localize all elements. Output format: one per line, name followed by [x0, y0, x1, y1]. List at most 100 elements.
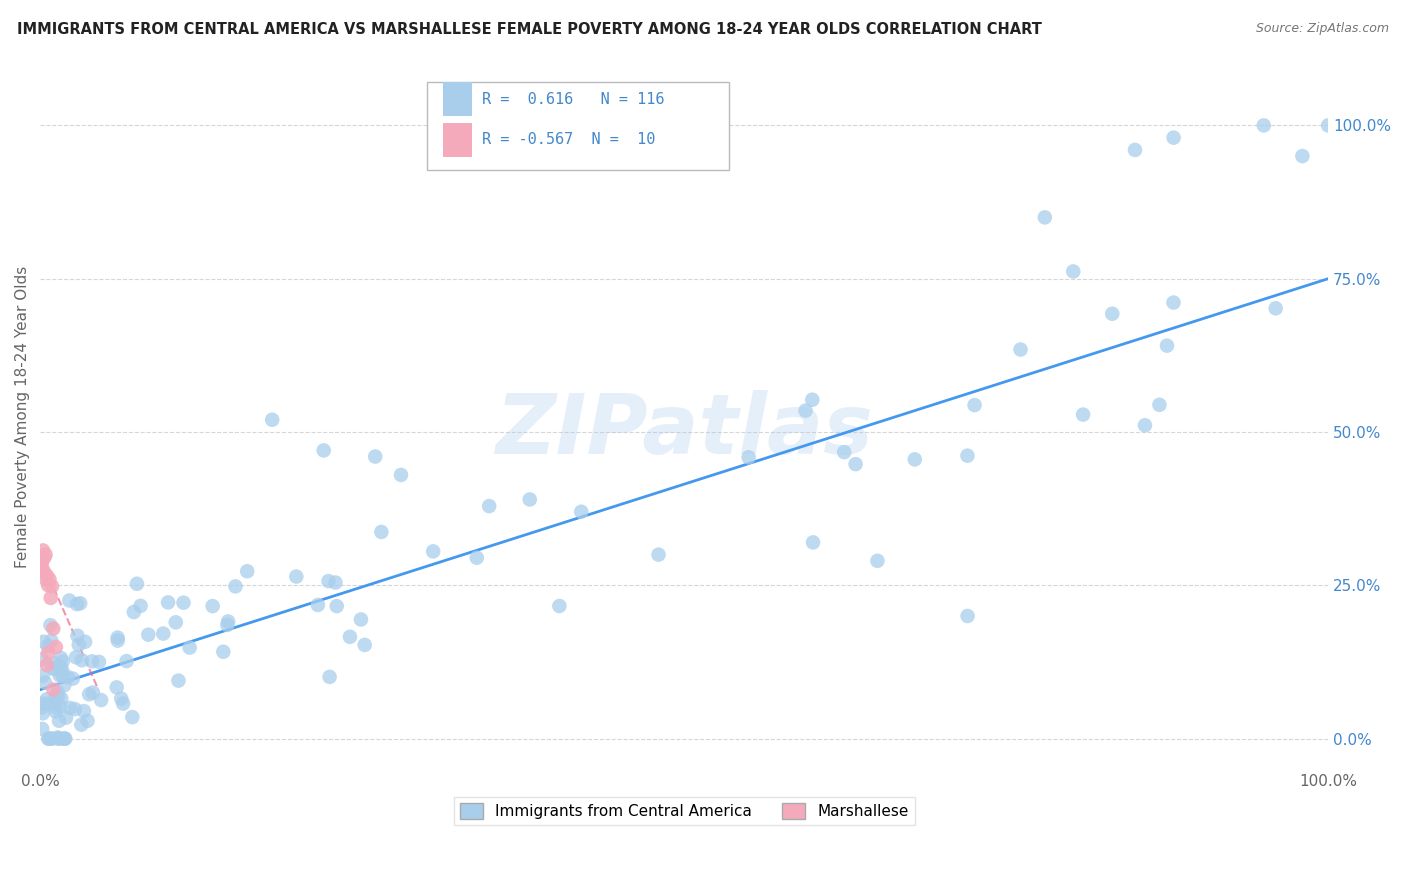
Point: [353, 638, 375, 652]
Point: [38, 697, 60, 711]
Point: [165, 615, 187, 630]
Point: [389, 467, 412, 482]
Point: [1071, 408, 1094, 422]
Point: [76, 714, 98, 728]
Point: [1264, 301, 1286, 316]
Point: [173, 596, 195, 610]
Point: [801, 392, 824, 407]
Point: [52, 669, 75, 683]
Point: [217, 615, 239, 629]
Point: [32, 543, 55, 558]
Point: [125, 576, 148, 591]
Point: [65, 650, 87, 665]
Text: R = -0.567  N =  10: R = -0.567 N = 10: [482, 132, 655, 147]
Point: [70, 653, 93, 667]
Point: [32, 550, 55, 565]
Point: [34, 675, 56, 690]
Point: [31, 700, 53, 714]
Point: [38, 731, 60, 746]
Point: [364, 450, 387, 464]
Point: [49, 660, 72, 674]
Point: [53, 731, 76, 746]
Point: [832, 445, 855, 459]
Point: [44, 700, 66, 714]
Point: [67, 638, 90, 652]
Point: [73, 704, 96, 718]
Point: [35, 568, 58, 582]
Point: [107, 633, 129, 648]
Point: [1163, 295, 1185, 310]
Point: [1133, 418, 1156, 433]
FancyBboxPatch shape: [443, 82, 472, 116]
Point: [90, 693, 112, 707]
Point: [75, 634, 97, 648]
Point: [262, 413, 284, 427]
Point: [1010, 343, 1032, 357]
Point: [46, 689, 69, 703]
Point: [112, 697, 135, 711]
Point: [422, 544, 444, 558]
Y-axis label: Female Poverty Among 18-24 Year Olds: Female Poverty Among 18-24 Year Olds: [15, 266, 30, 568]
Point: [69, 596, 91, 610]
Point: [38, 572, 60, 586]
Point: [1123, 143, 1146, 157]
Point: [32, 634, 55, 648]
Point: [46, 731, 69, 745]
Point: [42, 682, 65, 697]
Point: [136, 628, 159, 642]
Point: [107, 631, 129, 645]
Point: [956, 609, 979, 624]
Point: [569, 505, 592, 519]
Point: [62, 672, 84, 686]
Point: [121, 710, 143, 724]
Point: [285, 569, 308, 583]
Point: [1156, 338, 1178, 352]
Point: [157, 595, 180, 609]
Point: [87, 655, 110, 669]
Point: [48, 714, 70, 728]
Point: [82, 654, 104, 668]
Point: [41, 633, 63, 648]
Point: [32, 697, 55, 711]
Point: [44, 657, 66, 671]
Point: [1163, 130, 1185, 145]
Point: [46, 731, 69, 746]
FancyBboxPatch shape: [443, 123, 472, 157]
Point: [548, 599, 571, 613]
Point: [70, 717, 93, 731]
Point: [66, 597, 89, 611]
Point: [1033, 211, 1056, 225]
Point: [318, 670, 340, 684]
Point: [339, 630, 361, 644]
Point: [39, 591, 62, 605]
Point: [105, 681, 128, 695]
Point: [34, 548, 56, 562]
Point: [122, 605, 145, 619]
Point: [465, 550, 488, 565]
Point: [37, 639, 59, 653]
Point: [794, 403, 817, 417]
Point: [737, 450, 759, 465]
Point: [236, 564, 259, 578]
FancyBboxPatch shape: [427, 82, 730, 169]
Point: [167, 673, 190, 688]
Point: [31, 652, 53, 666]
Point: [1253, 119, 1275, 133]
Text: Source: ZipAtlas.com: Source: ZipAtlas.com: [1256, 22, 1389, 36]
Point: [1101, 307, 1123, 321]
Point: [866, 554, 889, 568]
Point: [56, 670, 79, 684]
Point: [49, 651, 72, 665]
Point: [217, 618, 239, 632]
Point: [77, 687, 100, 701]
Point: [55, 711, 77, 725]
Point: [212, 645, 235, 659]
Point: [37, 578, 59, 592]
Point: [46, 685, 69, 699]
Point: [129, 599, 152, 613]
Point: [325, 575, 347, 590]
Point: [39, 618, 62, 632]
Point: [312, 443, 335, 458]
Point: [53, 731, 76, 746]
Point: [845, 457, 868, 471]
